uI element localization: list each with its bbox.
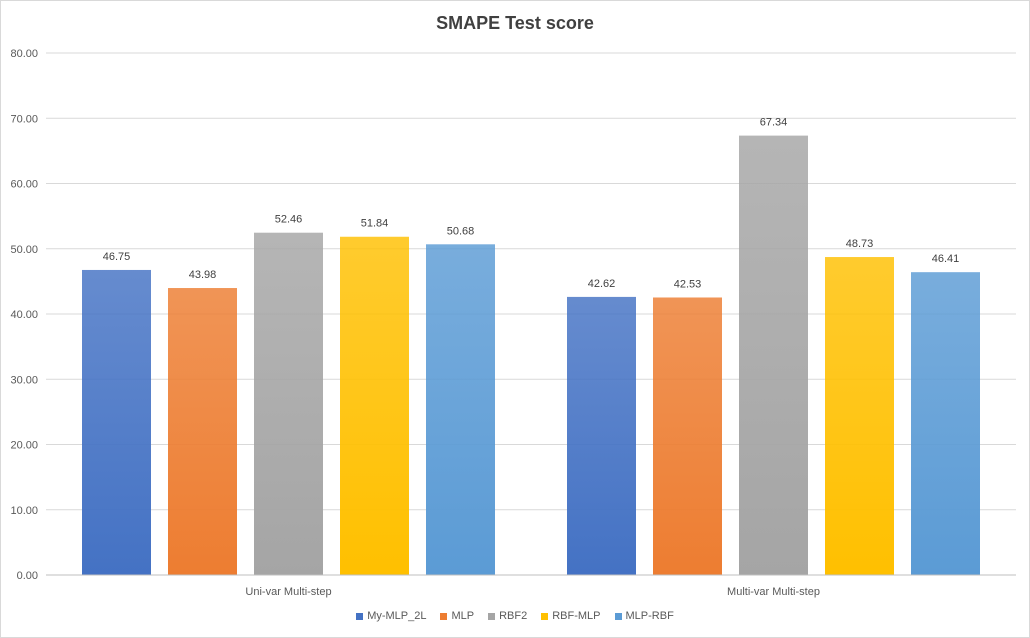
data-label: 52.46 bbox=[275, 214, 303, 226]
legend-item: RBF-MLP bbox=[541, 610, 601, 622]
data-label: 46.75 bbox=[103, 251, 131, 263]
y-tick-label: 70.00 bbox=[10, 113, 38, 125]
bar-mlp-rbf bbox=[426, 244, 495, 576]
bar-my-mlp-2l bbox=[82, 269, 151, 575]
legend-swatch bbox=[356, 612, 364, 620]
bar-mlp-rbf bbox=[911, 272, 980, 575]
data-label: 50.68 bbox=[447, 225, 475, 237]
bar-my-mlp-2l bbox=[567, 296, 636, 575]
x-category-label: Uni-var Multi-step bbox=[245, 586, 331, 598]
legend-label: RBF-MLP bbox=[552, 610, 601, 622]
bar-rbf-mlp bbox=[825, 257, 894, 575]
y-tick-label: 0.00 bbox=[17, 570, 38, 582]
legend-swatch bbox=[541, 612, 549, 620]
y-tick-label: 60.00 bbox=[10, 179, 38, 191]
data-label: 51.84 bbox=[361, 218, 389, 230]
y-tick-label: 10.00 bbox=[10, 505, 38, 517]
legend-item: MLP-RBF bbox=[614, 610, 674, 622]
y-tick-label: 50.00 bbox=[10, 244, 38, 256]
y-tick-label: 20.00 bbox=[10, 440, 38, 452]
data-label: 42.53 bbox=[674, 278, 702, 290]
x-category-label: Multi-var Multi-step bbox=[727, 586, 820, 598]
legend-swatch bbox=[440, 612, 448, 620]
legend: My-MLP_2L MLP RBF2 RBF-MLP MLP-RBF bbox=[1, 610, 1029, 622]
bar-rbf-mlp bbox=[340, 236, 409, 575]
data-label: 67.34 bbox=[760, 117, 788, 129]
legend-swatch bbox=[614, 612, 622, 620]
data-label: 46.41 bbox=[932, 253, 960, 265]
y-tick-label: 40.00 bbox=[10, 309, 38, 321]
legend-label: MLP-RBF bbox=[625, 610, 674, 622]
data-label: 43.98 bbox=[189, 269, 217, 281]
bar-mlp bbox=[168, 288, 237, 575]
legend-label: RBF2 bbox=[499, 610, 528, 622]
y-tick-label: 30.00 bbox=[10, 374, 38, 386]
data-label: 48.73 bbox=[846, 238, 874, 250]
legend-label: MLP bbox=[451, 610, 475, 622]
legend-item: MLP bbox=[440, 610, 474, 622]
legend-label: My-MLP_2L bbox=[367, 610, 427, 622]
data-label: 42.62 bbox=[588, 278, 616, 290]
bar-mlp bbox=[653, 297, 722, 575]
legend-swatch bbox=[488, 612, 496, 620]
legend-item: RBF2 bbox=[488, 610, 527, 622]
chart-title: SMAPE Test score bbox=[436, 13, 594, 33]
y-tick-label: 80.00 bbox=[10, 48, 38, 60]
legend-item: My-MLP_2L bbox=[356, 610, 426, 622]
bar-rbf2 bbox=[254, 232, 323, 576]
bar-rbf2 bbox=[739, 135, 808, 575]
